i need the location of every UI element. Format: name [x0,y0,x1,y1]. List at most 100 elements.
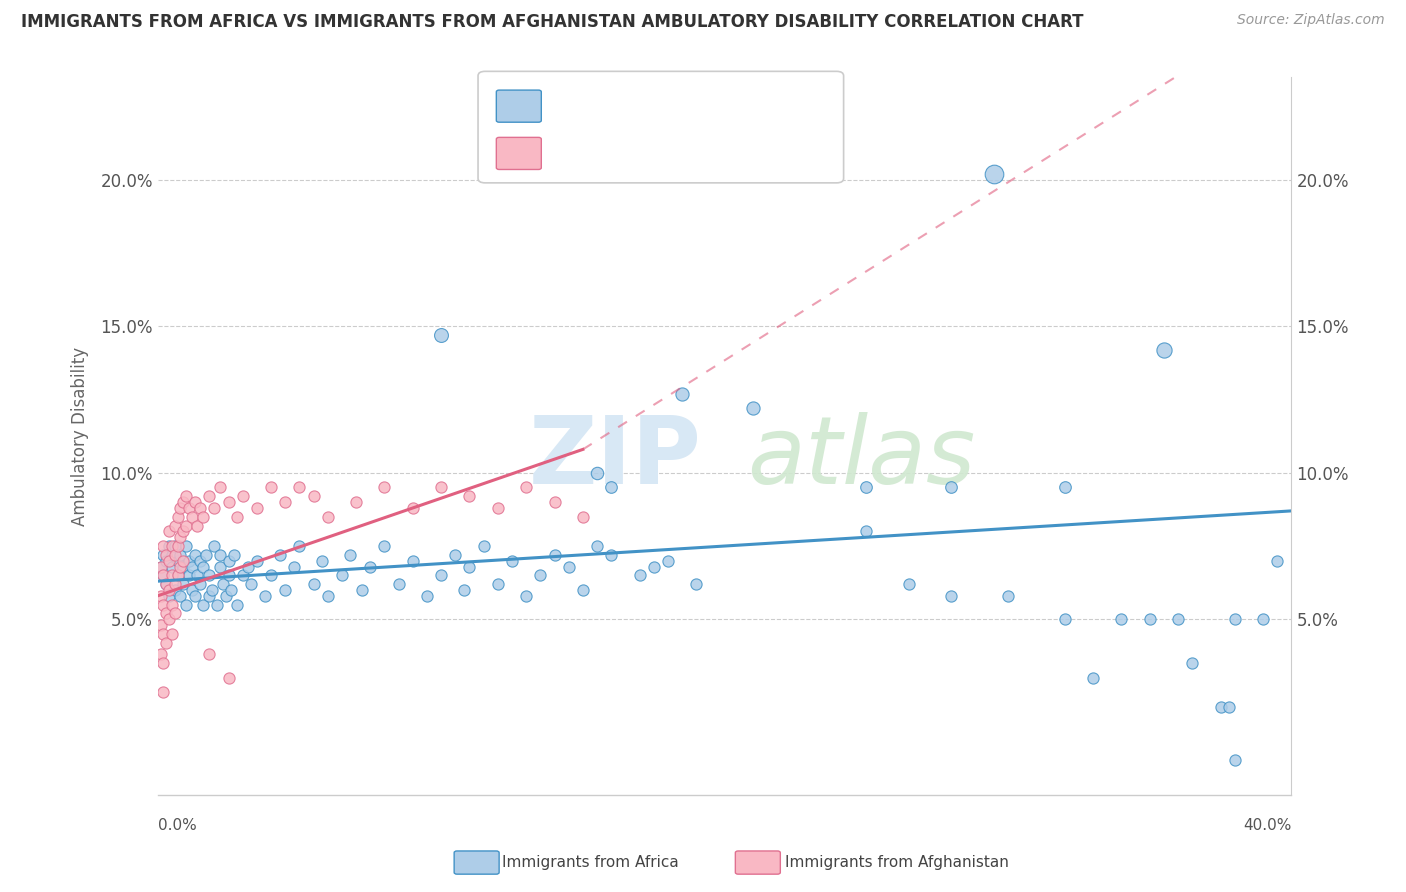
Point [191,509,214,524]
Point [188,577,211,591]
Point [458,559,481,574]
Point [180,582,202,597]
Text: ZIP: ZIP [529,412,702,504]
Point [430,568,453,582]
Point [172,559,194,574]
Point [1218,700,1240,714]
Point [218,671,240,685]
Text: R =: R = [548,145,585,162]
Point [240,577,263,591]
Point [586,466,609,480]
Text: Immigrants from Afghanistan: Immigrants from Afghanistan [785,855,1008,870]
Point [671,386,693,401]
Point [218,495,240,509]
Point [226,509,249,524]
Point [316,589,339,603]
Point [180,559,202,574]
Point [163,582,186,597]
Point [169,548,191,562]
Point [209,548,232,562]
Point [174,518,197,533]
Point [359,559,381,574]
Point [416,589,439,603]
Point [311,554,333,568]
Point [166,539,188,553]
Point [543,495,565,509]
Point [166,568,188,582]
Point [260,568,283,582]
Point [1053,480,1076,494]
Point [402,554,425,568]
Point [226,598,249,612]
Point [172,554,194,568]
Point [572,582,595,597]
Point [218,554,240,568]
Point [685,577,707,591]
Text: N =: N = [637,96,685,114]
Point [486,500,509,515]
Text: 66: 66 [686,145,709,162]
Point [152,685,174,699]
Point [149,648,172,662]
Point [316,509,339,524]
Point [155,577,177,591]
Point [152,598,174,612]
Point [212,577,235,591]
Point [430,328,453,343]
Point [155,607,177,621]
Point [191,598,214,612]
Point [160,627,183,641]
Point [302,577,325,591]
Point [458,489,481,503]
Point [529,568,551,582]
Point [155,554,177,568]
Point [183,589,205,603]
Point [172,524,194,539]
Point [197,589,219,603]
Point [149,559,172,574]
Point [339,548,361,562]
Point [157,589,180,603]
Point [155,577,177,591]
Point [600,480,623,494]
Point [269,548,291,562]
Point [172,495,194,509]
Text: 0.366: 0.366 [581,145,633,162]
Point [177,554,200,568]
Point [163,577,186,591]
Text: 0.191: 0.191 [581,96,633,114]
Point [350,582,373,597]
Point [288,539,311,553]
Point [221,582,243,597]
Point [515,589,537,603]
Point [207,598,229,612]
Point [160,548,183,562]
Y-axis label: Ambulatory Disability: Ambulatory Disability [72,347,89,525]
Point [163,518,186,533]
Point [557,559,579,574]
Point [160,568,183,582]
Point [1223,612,1246,626]
Point [232,568,254,582]
Point [157,554,180,568]
Point [152,539,174,553]
Point [160,539,183,553]
Point [983,167,1005,181]
Point [163,539,186,553]
Point [1251,612,1274,626]
Point [472,539,495,553]
Point [188,554,211,568]
Point [177,568,200,582]
Text: Immigrants from Africa: Immigrants from Africa [502,855,679,870]
Point [174,539,197,553]
Point [288,480,311,494]
Point [157,539,180,553]
Point [274,582,297,597]
Point [941,589,963,603]
Point [402,500,425,515]
Point [897,577,920,591]
Point [169,530,191,544]
Point [260,480,283,494]
Point [155,635,177,649]
Point [302,489,325,503]
